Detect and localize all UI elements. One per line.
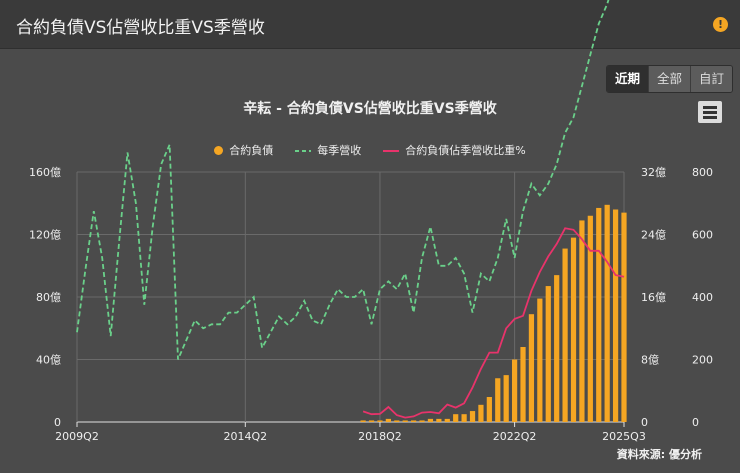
contract-liability-bar: [461, 414, 467, 422]
y-right-tick-label: 200: [692, 354, 713, 367]
contract-liability-bar: [478, 404, 484, 422]
range-recent-button[interactable]: 近期: [607, 66, 650, 92]
y-mid-tick-label: 16億: [641, 291, 666, 304]
legend-dash-icon: [295, 149, 312, 152]
contract-liability-bar: [385, 418, 391, 422]
legend-ratio[interactable]: 合約負債佔季營收比重%: [383, 142, 526, 158]
contract-liability-bar: [579, 220, 585, 422]
contract-liability-bar: [596, 207, 602, 422]
legend-label: 合約負債佔季營收比重%: [405, 144, 526, 157]
contract-liability-bar: [411, 420, 417, 422]
contract-liability-bar: [402, 420, 408, 422]
legend-quarterly-revenue[interactable]: 每季營收: [295, 142, 361, 158]
chart-legend: 合約負債 每季營收 合約負債佔季營收比重%: [0, 142, 740, 158]
contract-liability-bar: [503, 375, 509, 422]
contract-liability-bar: [394, 420, 400, 422]
contract-liability-bar: [511, 359, 518, 422]
x-tick-label: 2009Q2: [55, 430, 99, 443]
contract-liability-bar: [562, 248, 568, 422]
data-source: 資料來源: 優分析: [616, 448, 702, 461]
contract-liability-bar: [570, 237, 577, 422]
contract-liability-bar: [621, 212, 627, 422]
contract-ratio-line: [362, 227, 625, 419]
range-selector: 近期 全部 自訂: [606, 65, 734, 93]
contract-liability-bar: [537, 298, 543, 422]
contract-liability-bar: [486, 397, 492, 422]
contract-liability-bar: [554, 275, 560, 422]
chart-title: 辛耘 - 合約負債VS佔營收比重VS季營收: [243, 101, 497, 117]
contract-liability-bar: [612, 209, 619, 422]
y-left-tick-label: 120億: [29, 229, 61, 242]
contract-liability-bar: [427, 418, 434, 422]
legend-dot-icon: [214, 145, 224, 155]
hamburger-menu-icon[interactable]: [698, 101, 722, 123]
contract-liability-bar: [368, 420, 375, 422]
y-left-tick-label: 40億: [36, 354, 61, 367]
info-icon[interactable]: !: [713, 17, 728, 32]
legend-line-icon: [383, 149, 400, 152]
contract-liability-bar: [377, 420, 383, 422]
legend-label: 合約負債: [229, 144, 274, 157]
contract-liability-bar: [545, 286, 551, 422]
y-mid-tick-label: 0: [641, 416, 648, 429]
quarterly-revenue-line: [76, 0, 610, 360]
y-mid-tick-label: 24億: [641, 229, 666, 242]
y-mid-tick-label: 32億: [641, 166, 666, 179]
y-left-tick-label: 160億: [29, 166, 61, 179]
legend-label: 每季營收: [317, 144, 362, 157]
contract-liability-bar: [604, 204, 610, 422]
y-right-tick-label: 0: [692, 416, 699, 429]
contract-liability-bar: [444, 418, 450, 422]
x-tick-label: 2014Q2: [223, 430, 267, 443]
y-left-tick-label: 80億: [36, 291, 61, 304]
legend-contract-liabilities[interactable]: 合約負債: [214, 142, 273, 158]
contract-liability-bar: [587, 215, 593, 422]
card-title: 合約負債VS佔營收比重VS季營收: [16, 18, 265, 38]
contract-liability-bar: [419, 420, 425, 422]
x-tick-label: 2022Q2: [493, 430, 537, 443]
contract-liability-bar: [495, 378, 501, 422]
contract-liability-bar: [469, 411, 476, 422]
x-tick-label: 2018Q2: [358, 430, 402, 443]
y-right-tick-label: 600: [692, 229, 713, 242]
range-all-button[interactable]: 全部: [649, 66, 692, 92]
contract-liability-bar: [436, 418, 442, 422]
card-header: 合約負債VS佔營收比重VS季營收 !: [0, 0, 740, 49]
contract-liability-bar: [528, 314, 535, 422]
y-left-tick-label: 0: [54, 416, 61, 429]
y-right-tick-label: 800: [692, 166, 713, 179]
y-right-tick-label: 400: [692, 291, 713, 304]
x-tick-label: 2025Q3: [602, 430, 646, 443]
y-mid-tick-label: 8億: [641, 354, 659, 367]
range-custom-button[interactable]: 自訂: [691, 66, 733, 92]
contract-liability-bar: [520, 347, 526, 422]
contract-liability-bar: [453, 414, 459, 422]
contract-liability-bar: [360, 420, 366, 422]
